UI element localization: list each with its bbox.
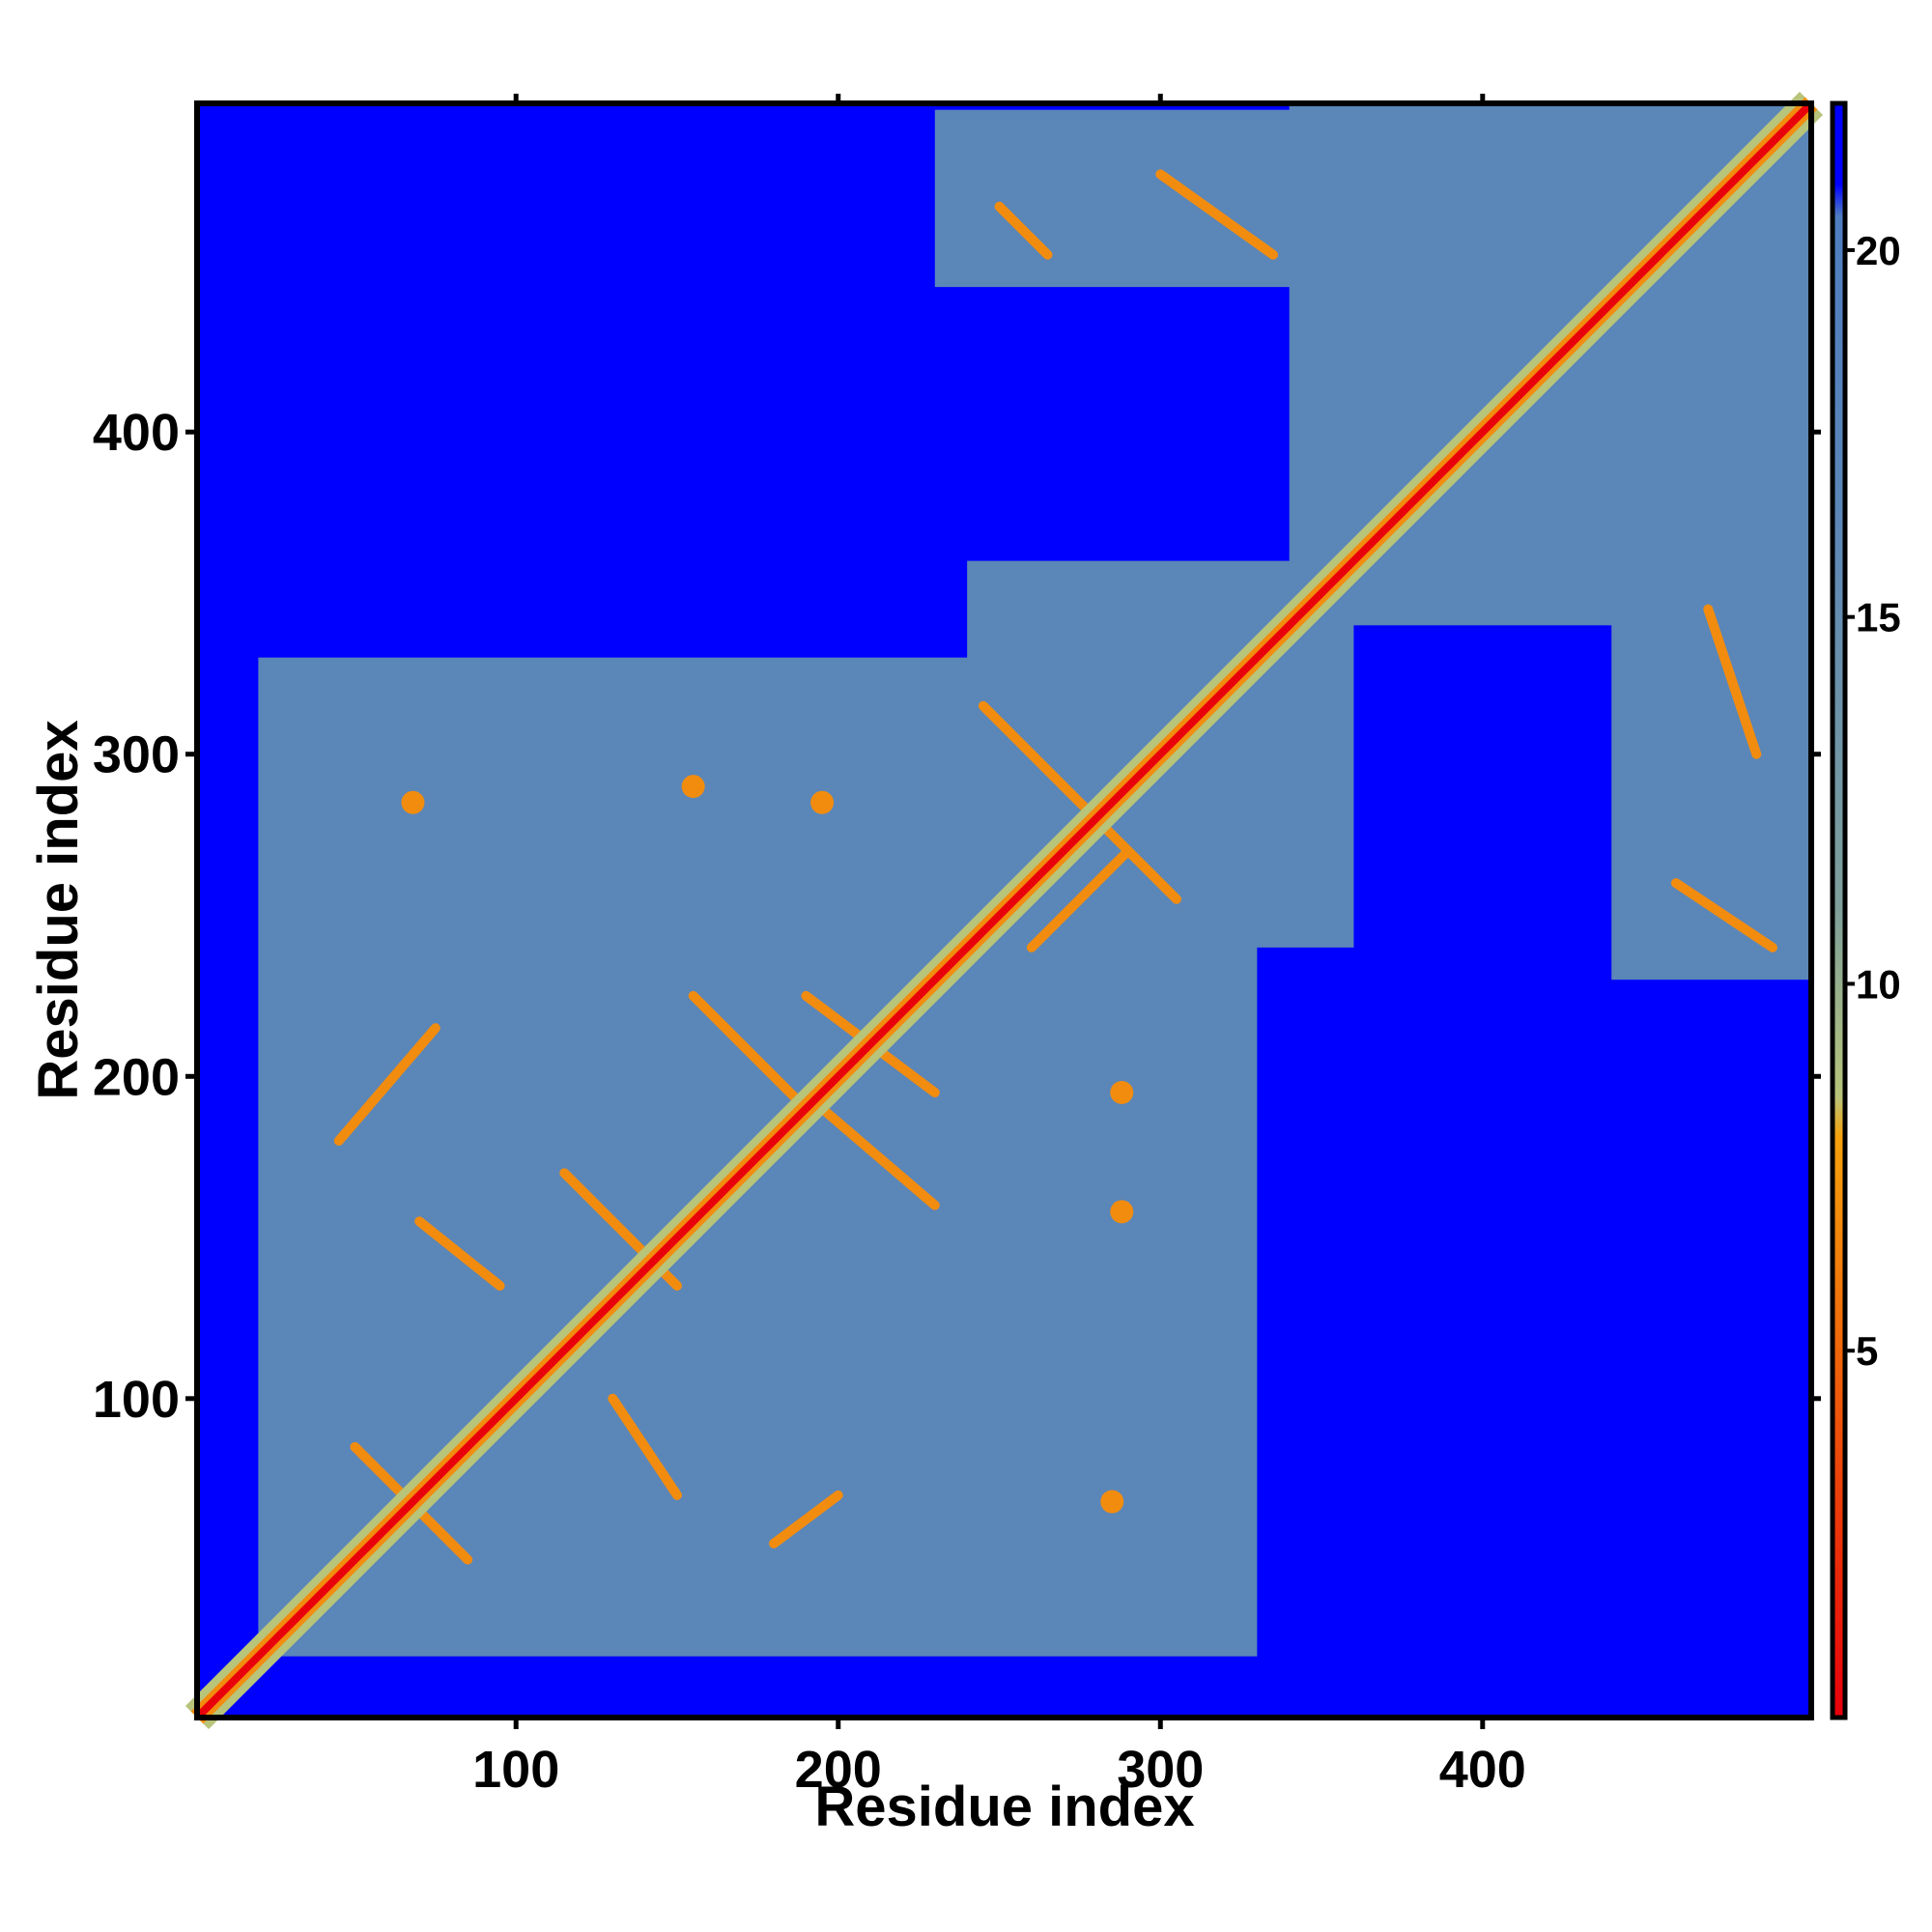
x-axis-tick-labels: 100 200 300 400	[472, 1741, 1526, 1799]
y-axis-tick-labels: 100 200 300 400	[93, 404, 180, 1429]
contact-line-8	[817, 1103, 940, 1210]
heatmap-layer	[185, 91, 1824, 1730]
x-tick-label: 200	[795, 1741, 882, 1799]
colorbar-tick-label: 15	[1856, 595, 1901, 640]
contact-block-3	[1611, 592, 1811, 980]
contact-spot-2	[810, 790, 835, 814]
contact-line-13	[1703, 604, 1762, 759]
y-tick-label: 400	[93, 404, 180, 462]
contact-line-7	[769, 1490, 843, 1548]
y-axis-ticks	[185, 429, 1821, 1402]
y-axis-title: Residue index	[27, 720, 90, 1099]
colorbar-tick-label: 5	[1856, 1328, 1878, 1374]
contact-spot-3	[1110, 1080, 1134, 1104]
colorbar-tick-label: 20	[1856, 228, 1901, 273]
plot-frame	[194, 100, 1814, 1720]
contact-line-5	[688, 990, 811, 1114]
y-tick-label: 300	[93, 726, 180, 784]
x-tick-label: 300	[1117, 1741, 1204, 1799]
contact-block-2	[934, 109, 1322, 288]
contact-line-4	[608, 1393, 682, 1500]
contact-line-12	[1155, 169, 1278, 260]
y-tick-label: 100	[93, 1371, 180, 1429]
colorbar-tick-labels: 5 10 15 20	[1856, 228, 1901, 1374]
contact-spot-4	[1110, 1200, 1134, 1224]
y-tick-label: 200	[93, 1048, 180, 1106]
contact-line-0	[333, 1023, 440, 1146]
x-tick-label: 400	[1439, 1741, 1526, 1799]
colorbar-ticks	[1845, 247, 1855, 1353]
colorbar-tick-label: 10	[1856, 961, 1901, 1007]
diagonal-core	[194, 100, 1814, 1720]
contact-line-14	[1670, 878, 1777, 952]
x-axis-title: Residue index	[814, 1776, 1194, 1838]
contact-line-2	[414, 1216, 505, 1292]
contact-spot-1	[681, 775, 705, 799]
contact-spot-0	[401, 790, 425, 814]
contact-line-11	[994, 201, 1053, 260]
contact-line-9	[978, 700, 1181, 904]
heatmap-diagonal	[185, 91, 1824, 1730]
heatmap-contact-spots	[401, 775, 1134, 1514]
contact-line-10	[1026, 845, 1133, 952]
contact-spot-5	[1100, 1490, 1124, 1514]
x-tick-label: 100	[472, 1741, 559, 1799]
x-axis-ticks	[513, 94, 1486, 1729]
colorbar	[1830, 100, 1848, 1720]
